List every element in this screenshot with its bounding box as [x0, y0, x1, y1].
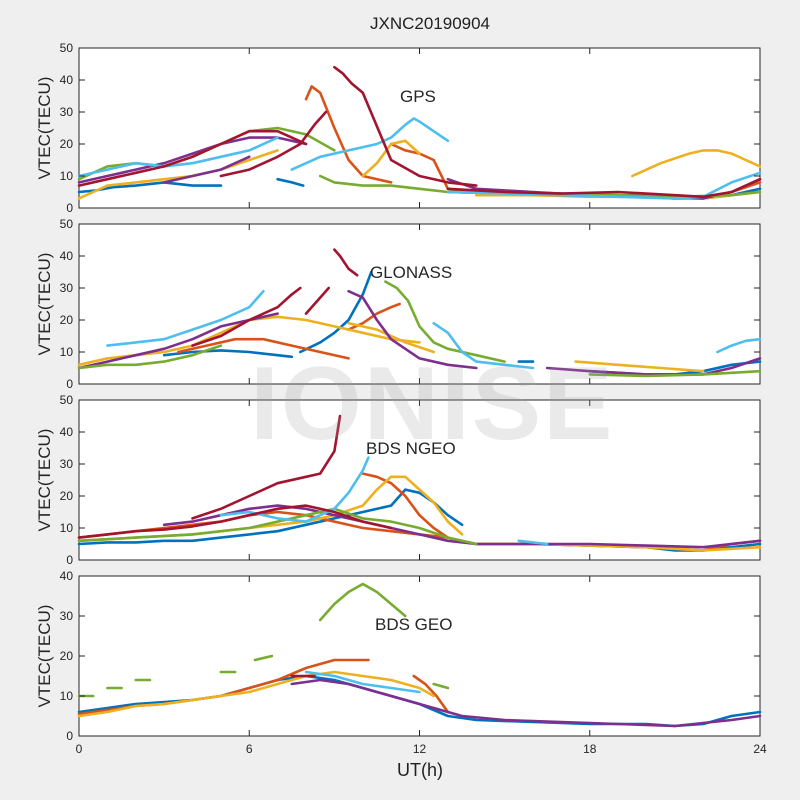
ytick-label-1-5: 50	[60, 217, 74, 231]
series-line-1-0	[162, 349, 294, 359]
series-line-3-11	[432, 682, 450, 690]
ytick-label-0-4: 40	[60, 73, 74, 87]
series-line-3-4	[290, 678, 762, 728]
series-line-1-20	[333, 248, 359, 277]
xtick-label-1: 6	[246, 742, 253, 756]
series-line-0-6	[77, 149, 279, 200]
series-line-0-10	[77, 136, 308, 184]
ytick-label-0-1: 10	[60, 169, 74, 183]
series-line-3-12	[304, 670, 421, 694]
series-line-1-8	[574, 360, 705, 373]
ytick-label-0-0: 0	[66, 201, 73, 215]
series-line-1-15	[106, 289, 265, 347]
series-line-2-10	[517, 539, 549, 546]
series-line-1-19	[304, 286, 331, 315]
ytick-label-3-4: 40	[60, 569, 74, 583]
panel-label-1: GLONASS	[370, 263, 452, 282]
series-line-0-19	[77, 129, 308, 187]
panel-label-2: BDS NGEO	[366, 439, 456, 458]
ytick-label-3-1: 10	[60, 689, 74, 703]
series-line-0-14	[318, 174, 450, 194]
ytick-label-2-0: 0	[66, 553, 73, 567]
series-line-0-20	[219, 110, 328, 178]
series-line-1-13	[384, 280, 506, 363]
series-line-0-18	[446, 171, 762, 200]
xtick-label-2: 12	[413, 742, 427, 756]
ytick-label-2-3: 30	[60, 457, 74, 471]
ytick-label-2-4: 40	[60, 425, 74, 439]
series-line-3-3	[77, 670, 436, 718]
plot-area-3	[78, 575, 761, 737]
ytick-label-3-0: 0	[66, 729, 73, 743]
ytick-label-2-5: 50	[60, 393, 74, 407]
series-line-1-16	[432, 321, 535, 370]
plot-area-0	[78, 47, 761, 209]
series-line-1-14	[588, 369, 762, 378]
series-line-1-18	[191, 286, 302, 347]
series-line-2-2	[361, 472, 450, 539]
x-axis-label: UT(h)	[397, 760, 443, 780]
ytick-label-1-4: 40	[60, 249, 74, 263]
panel-label-0: GPS	[400, 87, 436, 106]
series-line-0-22	[446, 177, 762, 199]
y-axis-label-1: VTEC(TECU)	[35, 253, 54, 356]
series-line-3-2	[412, 674, 450, 714]
series-line-0-21	[333, 65, 478, 187]
ytick-label-0-3: 30	[60, 105, 74, 119]
ytick-label-1-0: 0	[66, 377, 73, 391]
series-line-2-0	[77, 488, 464, 546]
xtick-label-0: 0	[76, 742, 83, 756]
ytick-label-1-3: 30	[60, 281, 74, 295]
ytick-label-0-5: 50	[60, 41, 74, 55]
ytick-label-2-2: 20	[60, 489, 74, 503]
series-line-2-7	[474, 539, 762, 549]
series-line-1-9	[77, 312, 279, 370]
series-line-3-9	[253, 654, 274, 662]
series-line-1-1	[298, 270, 373, 354]
ytick-label-1-1: 10	[60, 345, 74, 359]
series-line-0-7	[361, 139, 421, 178]
ytick-label-0-2: 20	[60, 137, 74, 151]
figure-title: JXNC20190904	[369, 14, 491, 33]
ytick-label-2-1: 10	[60, 521, 74, 535]
series-line-1-12	[77, 344, 223, 370]
series-line-2-12	[77, 504, 393, 539]
plot-area-1	[78, 223, 761, 385]
series-line-3-10	[318, 582, 407, 622]
series-line-1-7	[347, 321, 436, 354]
y-axis-label-3: VTEC(TECU)	[35, 605, 54, 708]
series-line-1-17	[716, 337, 762, 354]
series-line-0-8	[630, 149, 762, 178]
ytick-label-1-2: 20	[60, 313, 74, 327]
xtick-label-4: 24	[753, 742, 767, 756]
ytick-label-3-3: 30	[60, 609, 74, 623]
y-axis-label-0: VTEC(TECU)	[35, 77, 54, 180]
y-axis-label-2: VTEC(TECU)	[35, 429, 54, 532]
ytick-label-3-2: 20	[60, 649, 74, 663]
series-line-1-4	[177, 337, 350, 360]
series-line-1-10	[347, 289, 478, 370]
panel-label-3: BDS GEO	[375, 615, 452, 634]
series-line-0-11	[162, 155, 251, 184]
series-line-0-17	[290, 117, 450, 171]
series-line-0-16	[77, 136, 279, 178]
series-line-2-11	[191, 414, 342, 520]
series-line-0-1	[276, 177, 305, 187]
xtick-label-3: 18	[583, 742, 597, 756]
